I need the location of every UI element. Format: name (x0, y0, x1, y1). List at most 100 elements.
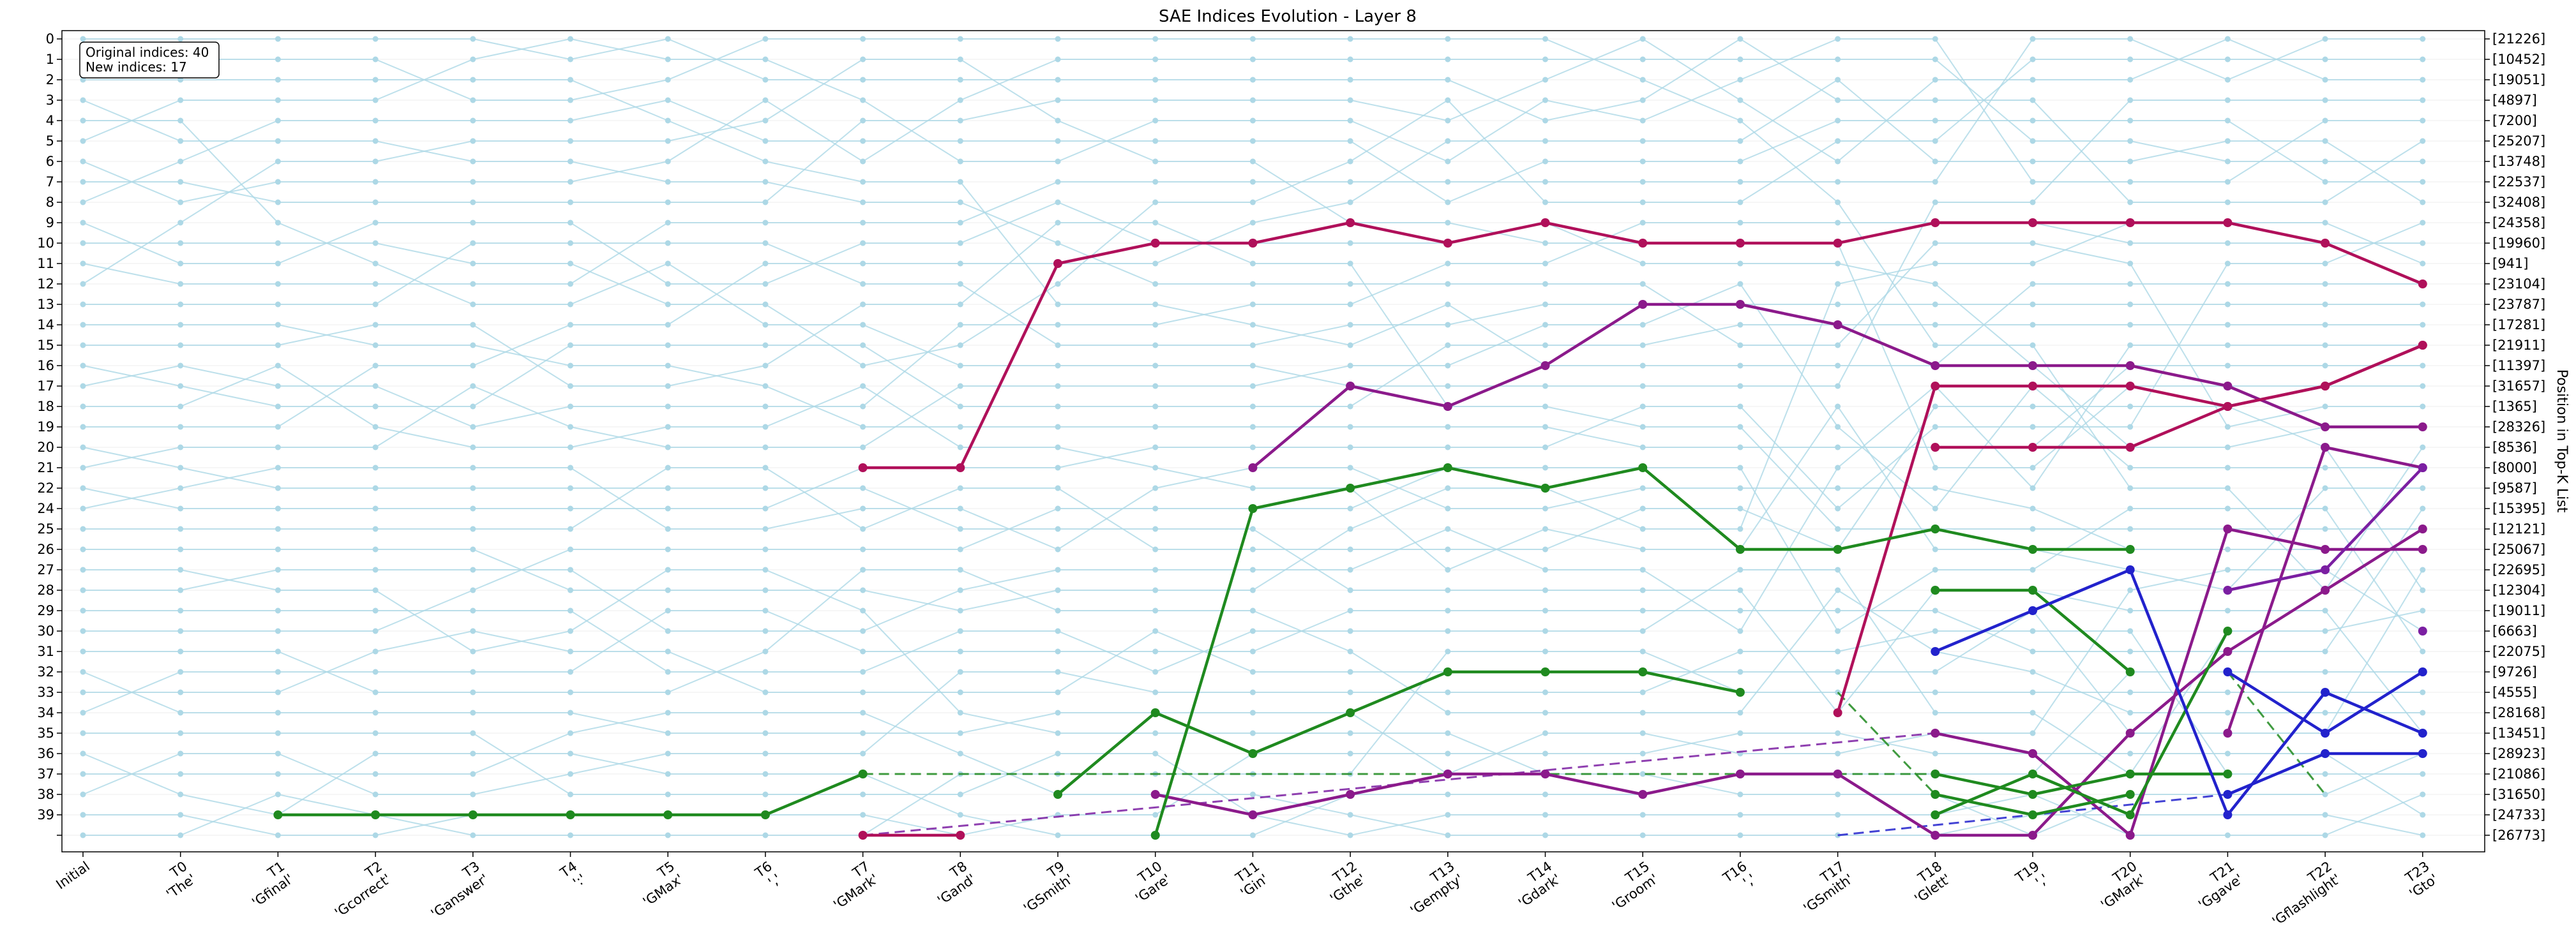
background-series-point (177, 730, 184, 736)
background-series-point (1737, 138, 1744, 144)
background-series-point (568, 281, 573, 287)
background-series-point (2420, 322, 2426, 328)
background-series-point (665, 199, 671, 205)
background-series-point (80, 362, 86, 369)
background-series-point (2322, 36, 2328, 42)
background-series-point (1639, 117, 1646, 124)
background-series-point (275, 220, 281, 226)
background-series-point (957, 383, 963, 389)
background-series-point (2030, 567, 2036, 573)
background-series-point (957, 138, 963, 144)
background-series-point (1542, 240, 1548, 246)
background-series-point (1347, 628, 1353, 634)
background-series-point (957, 750, 963, 757)
highlight-series-point (2125, 667, 2135, 676)
background-series-point (2224, 444, 2231, 450)
background-series-point (1542, 587, 1548, 593)
highlight-series-point (2125, 361, 2135, 370)
background-series-point (1055, 117, 1061, 124)
background-series-point (860, 730, 866, 736)
background-series-point (665, 628, 671, 634)
background-series-point (1835, 791, 1841, 798)
right-tick-label: [28168] (2492, 705, 2545, 720)
background-series-point (1737, 158, 1744, 165)
background-series-point (275, 669, 281, 675)
background-series-point (1639, 158, 1646, 165)
background-series-point (1737, 424, 1744, 430)
background-series-point (1737, 117, 1744, 124)
background-series-point (1347, 750, 1353, 757)
y-tick-label: 16 (37, 358, 54, 373)
highlight-series-point (1346, 218, 1355, 227)
background-series-point (1639, 628, 1646, 634)
highlight-series-point (2321, 545, 2330, 554)
background-series-point (665, 97, 671, 103)
background-series-point (177, 301, 184, 308)
highlight-series-point (2028, 810, 2037, 819)
background-series-point (177, 281, 184, 287)
right-tick-label: [19051] (2492, 72, 2545, 87)
background-series-point (762, 117, 769, 124)
background-series-point (372, 199, 379, 205)
background-series-point (275, 77, 281, 83)
background-series-point (1055, 383, 1061, 389)
y-tick-label: 18 (37, 399, 54, 414)
background-series-point (1152, 587, 1159, 593)
y-tick-label: 21 (37, 460, 54, 475)
background-series-point (2420, 689, 2426, 696)
background-series-point (1932, 158, 1938, 165)
background-series-point (1445, 628, 1451, 634)
background-series-point (1055, 607, 1061, 614)
background-series-point (568, 771, 573, 777)
highlight-series-point (1638, 790, 1648, 799)
background-series-point (80, 424, 86, 430)
highlight-series-line (1934, 772, 2228, 796)
background-series-point (1932, 567, 1938, 573)
background-series-point (177, 138, 184, 144)
background-series-point (1152, 669, 1159, 675)
background-series-point (762, 710, 769, 716)
background-series-point (860, 158, 866, 165)
background-series-point (2127, 648, 2134, 655)
background-series-point (762, 607, 769, 614)
background-series-point (372, 546, 379, 553)
highlight-series-point (2321, 688, 2330, 697)
background-series-point (1055, 342, 1061, 348)
background-series-point (1347, 505, 1353, 512)
background-series-point (2127, 628, 2134, 634)
background-series-point (1639, 485, 1646, 491)
background-series-point (568, 77, 573, 83)
background-series-point (470, 607, 476, 614)
background-series-point (372, 607, 379, 614)
background-series-point (665, 485, 671, 491)
background-series-point (1542, 36, 1548, 42)
background-series-point (1737, 342, 1744, 348)
background-series-point (372, 505, 379, 512)
background-series-point (1055, 465, 1061, 471)
background-series-point (1835, 750, 1841, 757)
background-series-point (80, 465, 86, 471)
background-series-point (1445, 199, 1451, 205)
background-series-point (1737, 730, 1744, 736)
background-series-point (2322, 832, 2328, 838)
background-series-point (2030, 281, 2036, 287)
background-series-point (2224, 281, 2231, 287)
background-series-point (1932, 424, 1938, 430)
background-series-point (1542, 179, 1548, 185)
background-series-point (762, 465, 769, 471)
background-series-point (1835, 342, 1841, 348)
background-series-point (1249, 36, 1256, 42)
background-series-point (2224, 179, 2231, 185)
highlight-series-point (2321, 443, 2330, 452)
y-tick-label: 25 (37, 521, 54, 537)
background-series-point (1347, 36, 1353, 42)
background-series-point (1445, 587, 1451, 593)
background-series-point (665, 750, 671, 757)
highlight-series-point (2125, 831, 2135, 840)
background-series-point (1249, 383, 1256, 389)
background-series-point (2127, 750, 2134, 757)
background-series-point (568, 587, 573, 593)
background-series-point (860, 546, 866, 553)
highlight-series-point (858, 831, 868, 840)
background-series-point (1542, 97, 1548, 103)
